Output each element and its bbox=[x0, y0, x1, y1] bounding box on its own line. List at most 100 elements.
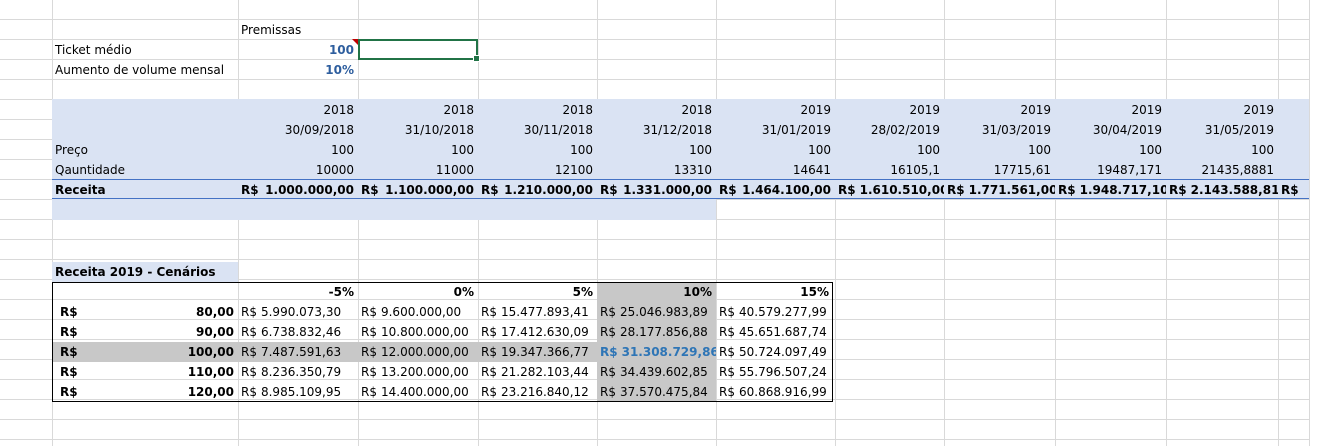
volume-label[interactable]: Aumento de volume mensal bbox=[55, 63, 225, 77]
scenario-value-cell[interactable]: R$ 31.308.729,86 bbox=[597, 342, 716, 362]
date-cell[interactable]: 30/04/2019 bbox=[1092, 123, 1162, 137]
quantity-cell[interactable]: 12100 bbox=[554, 163, 593, 177]
scenario-row-ticket[interactable]: R$ 100,00 bbox=[52, 342, 238, 362]
quantity-cell[interactable]: 14641 bbox=[792, 163, 831, 177]
revenue-cell[interactable]: R$ 1.331.000,00 bbox=[597, 180, 716, 200]
selected-cell[interactable] bbox=[358, 39, 480, 62]
revenue-cell[interactable]: R$ 1.948.717,10 bbox=[1055, 180, 1166, 200]
quantity-cell[interactable]: 21435,8881 bbox=[1201, 163, 1274, 177]
scenario-value-cell[interactable]: R$ 13.200.000,00 bbox=[358, 362, 478, 382]
year-cell[interactable]: 2018 bbox=[681, 103, 712, 117]
scenario-value-cell[interactable]: R$ 37.570.475,84 bbox=[597, 382, 716, 402]
scenario-value-cell[interactable]: R$ 5.990.073,30 bbox=[238, 302, 358, 322]
currency-value: 1.000.000,00 bbox=[265, 183, 354, 197]
year-cell[interactable]: 2018 bbox=[323, 103, 354, 117]
vertical-scrollbar[interactable] bbox=[1309, 0, 1328, 446]
scenario-value-cell[interactable]: R$ 8.236.350,79 bbox=[238, 362, 358, 382]
revenue-cell[interactable]: R$ 1.100.000,00 bbox=[358, 180, 478, 200]
year-cell[interactable]: 2018 bbox=[562, 103, 593, 117]
year-cell[interactable]: 2019 bbox=[1243, 103, 1274, 117]
scenario-row-ticket[interactable]: R$ 110,00 bbox=[52, 362, 238, 382]
scenario-value-cell[interactable]: R$ 34.439.602,85 bbox=[597, 362, 716, 382]
price-cell[interactable]: 100 bbox=[331, 143, 354, 157]
price-cell[interactable]: 100 bbox=[570, 143, 593, 157]
date-cell[interactable]: 30/11/2018 bbox=[523, 123, 593, 137]
year-cell[interactable]: 2019 bbox=[1020, 103, 1051, 117]
scenario-value-cell[interactable]: R$ 15.477.893,41 bbox=[478, 302, 597, 322]
fill-handle-icon[interactable] bbox=[473, 55, 480, 62]
quantity-cell[interactable]: 13310 bbox=[673, 163, 712, 177]
scenarios-title[interactable]: Receita 2019 - Cenários bbox=[52, 262, 238, 282]
revenue-cell[interactable]: R$ 1.464.100,00 bbox=[716, 180, 835, 200]
comment-indicator-icon[interactable] bbox=[352, 39, 358, 45]
price-cell[interactable]: 100 bbox=[1028, 143, 1051, 157]
year-cell[interactable]: 2019 bbox=[1131, 103, 1162, 117]
scenario-value-cell[interactable]: R$ 7.487.591,63 bbox=[238, 342, 358, 362]
price-cell[interactable]: 100 bbox=[1251, 143, 1274, 157]
scenario-column-header[interactable]: 15% bbox=[800, 285, 829, 299]
scenario-value-cell[interactable]: R$ 50.724.097,49 bbox=[716, 342, 833, 362]
scenario-column-header[interactable]: 10% bbox=[683, 285, 712, 299]
price-cell[interactable]: 100 bbox=[808, 143, 831, 157]
scenario-row-ticket[interactable]: R$ 80,00 bbox=[52, 302, 238, 322]
currency-symbol: R$ bbox=[361, 345, 377, 359]
scenario-value-cell[interactable]: R$ 14.400.000,00 bbox=[358, 382, 478, 402]
date-cell[interactable]: 30/09/2018 bbox=[284, 123, 354, 137]
price-cell[interactable]: 100 bbox=[1139, 143, 1162, 157]
scenario-value-cell[interactable]: R$ 45.651.687,74 bbox=[716, 322, 833, 342]
date-cell[interactable]: 31/12/2018 bbox=[642, 123, 712, 137]
scenario-value-cell[interactable]: R$ 17.412.630,09 bbox=[478, 322, 597, 342]
premissas-header[interactable]: Premissas bbox=[241, 23, 302, 37]
year-cell[interactable]: 2019 bbox=[909, 103, 940, 117]
date-cell[interactable]: 31/05/2019 bbox=[1204, 123, 1274, 137]
scenario-value-cell[interactable]: R$ 25.046.983,89 bbox=[597, 302, 716, 322]
scenario-value-cell[interactable]: R$ 6.738.832,46 bbox=[238, 322, 358, 342]
scenario-row-ticket[interactable]: R$ 90,00 bbox=[52, 322, 238, 342]
scenario-value-cell[interactable]: R$ 9.600.000,00 bbox=[358, 302, 478, 322]
revenue-cell[interactable]: R$ 2.143.588,81 bbox=[1166, 180, 1278, 200]
year-cell[interactable]: 2019 bbox=[800, 103, 831, 117]
ticket-value[interactable]: 100 bbox=[328, 43, 354, 57]
price-cell[interactable]: 100 bbox=[451, 143, 474, 157]
currency-symbol: R$ bbox=[361, 183, 379, 197]
currency-symbol: R$ bbox=[361, 325, 377, 339]
currency-symbol: R$ bbox=[60, 325, 78, 339]
ticket-label[interactable]: Ticket médio bbox=[55, 43, 132, 57]
scenario-column-header[interactable]: 5% bbox=[572, 285, 593, 299]
scenario-row-ticket[interactable]: R$ 120,00 bbox=[52, 382, 238, 402]
scenario-value-cell[interactable]: R$ 19.347.366,77 bbox=[478, 342, 597, 362]
date-cell[interactable]: 31/01/2019 bbox=[761, 123, 831, 137]
revenue-cell[interactable]: R$ 1.771.561,00 bbox=[944, 180, 1055, 200]
scenario-value-cell[interactable]: R$ 28.177.856,88 bbox=[597, 322, 716, 342]
price-cell[interactable]: 100 bbox=[689, 143, 712, 157]
scenario-value-cell[interactable]: R$ 8.985.109,95 bbox=[238, 382, 358, 402]
revenue-cell[interactable]: R$ 1.610.510,00 bbox=[835, 180, 944, 200]
quantity-cell[interactable]: 17715,61 bbox=[993, 163, 1051, 177]
quantity-label[interactable]: Qauntidade bbox=[55, 163, 126, 177]
quantity-cell[interactable]: 10000 bbox=[315, 163, 354, 177]
revenue-cell-overflow[interactable]: R$ bbox=[1281, 183, 1299, 197]
quantity-cell[interactable]: 19487,171 bbox=[1097, 163, 1162, 177]
scenario-column-header[interactable]: 0% bbox=[453, 285, 474, 299]
price-label[interactable]: Preço bbox=[55, 143, 89, 157]
revenue-cell[interactable]: R$ 1.210.000,00 bbox=[478, 180, 597, 200]
quantity-cell[interactable]: 16105,1 bbox=[890, 163, 940, 177]
date-cell[interactable]: 31/10/2018 bbox=[404, 123, 474, 137]
price-cell[interactable]: 100 bbox=[917, 143, 940, 157]
scenario-value-cell[interactable]: R$ 55.796.507,24 bbox=[716, 362, 833, 382]
scenario-value-cell[interactable]: R$ 40.579.277,99 bbox=[716, 302, 833, 322]
scenario-value-cell[interactable]: R$ 10.800.000,00 bbox=[358, 322, 478, 342]
date-cell[interactable]: 31/03/2019 bbox=[981, 123, 1051, 137]
scenario-value-cell[interactable]: R$ 21.282.103,44 bbox=[478, 362, 597, 382]
scenario-value-cell[interactable]: R$ 23.216.840,12 bbox=[478, 382, 597, 402]
revenue-label[interactable]: Receita bbox=[55, 183, 106, 197]
currency-value: 1.771.561,00 bbox=[968, 183, 1055, 197]
scenario-value-cell[interactable]: R$ 12.000.000,00 bbox=[358, 342, 478, 362]
year-cell[interactable]: 2018 bbox=[443, 103, 474, 117]
revenue-cell[interactable]: R$ 1.000.000,00 bbox=[238, 180, 358, 200]
volume-value[interactable]: 10% bbox=[325, 63, 354, 77]
quantity-cell[interactable]: 11000 bbox=[435, 163, 474, 177]
scenario-column-header[interactable]: -5% bbox=[328, 285, 354, 299]
date-cell[interactable]: 28/02/2019 bbox=[870, 123, 940, 137]
scenario-value-cell[interactable]: R$ 60.868.916,99 bbox=[716, 382, 833, 402]
